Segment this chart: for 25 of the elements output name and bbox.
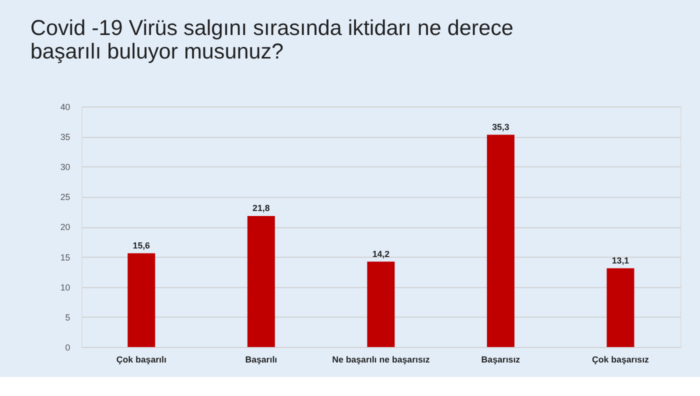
- y-tick-label: 25: [60, 192, 70, 202]
- chart-title: Covid -19 Virüs salgını sırasında iktidarı ne derece başarılı buluyor musunuz?: [30, 14, 514, 64]
- y-tick-label: 30: [60, 162, 70, 172]
- y-tick-label: 15: [60, 252, 70, 262]
- y-tick-label: 20: [60, 222, 70, 232]
- data-label: 21,8: [252, 203, 270, 214]
- bar: [606, 268, 634, 348]
- data-label: 35,3: [492, 122, 510, 132]
- x-tick-label: Çok başarılı: [116, 354, 166, 364]
- y-tick-label: 10: [60, 282, 70, 292]
- bar: [486, 134, 514, 348]
- x-tick-label: Başarılı: [245, 354, 278, 364]
- x-tick-label: Başarısız: [481, 354, 521, 364]
- y-tick-label: 0: [65, 342, 70, 352]
- data-label: 13,1: [612, 255, 630, 266]
- y-tick-label: 5: [65, 312, 70, 322]
- data-label: 15,6: [132, 240, 150, 250]
- y-tick-label: 40: [60, 102, 70, 112]
- bar: [128, 253, 156, 348]
- bar: [367, 262, 395, 348]
- data-label: 14,2: [372, 248, 390, 259]
- x-tick-label: Ne başarılı ne başarısız: [332, 354, 430, 364]
- y-tick-label: 35: [60, 132, 70, 142]
- x-tick-label: Çok başarısız: [592, 354, 650, 364]
- bar: [247, 216, 275, 348]
